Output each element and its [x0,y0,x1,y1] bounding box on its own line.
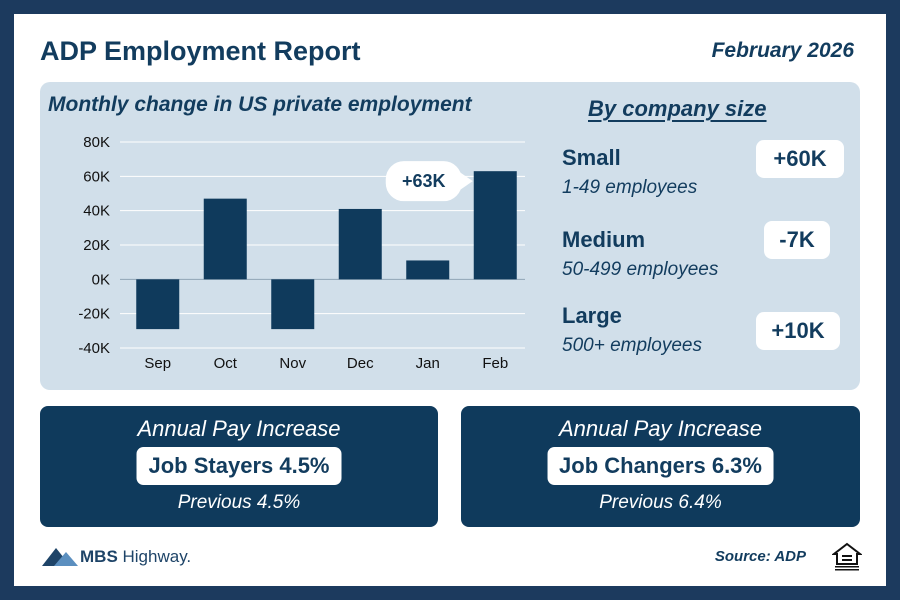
segment-medium-name: Medium [562,227,646,252]
y-tick-label: 40K [83,203,110,220]
x-tick-label: Dec [347,355,374,372]
pay-stayers-value: Job Stayers 4.5% [136,447,342,485]
segment-medium-desc: 50-499 employees [562,259,719,280]
x-tick-label: Oct [214,355,238,372]
segment-medium-value: -7K [764,221,830,259]
pay-stayers-heading: Annual Pay Increase [137,416,341,441]
y-tick-label: 60K [83,168,110,185]
pay-changers-value: Job Changers 6.3% [547,447,774,485]
bar [473,171,517,280]
logo-bold: MBS [80,547,118,566]
segment-large-desc: 500+ employees [562,335,702,356]
equal-housing-opportunity-icon [832,542,862,571]
x-tick-label: Jan [416,355,440,372]
report-date: February 2026 [711,39,854,62]
pay-stayers-previous: Previous 4.5% [177,492,301,513]
pay-changers-previous: Previous 6.4% [599,492,722,513]
pay-changers-card: Annual Pay Increase Job Changers 6.3% Pr… [461,406,860,527]
bar [136,279,180,330]
x-tick-label: Nov [279,355,306,372]
mbs-highway-logo-icon [42,548,78,566]
source-note: Source: ADP [714,548,806,565]
segment-small-name: Small [562,145,621,170]
bar [203,198,247,280]
chart-panel [40,82,860,390]
y-tick-label: -40K [78,340,110,357]
segment-small-value: +60K [756,140,844,178]
page-title: ADP Employment Report [40,36,361,66]
x-tick-label: Sep [144,355,171,372]
company-size-title: By company size [588,96,767,121]
callout-label: +63K [402,171,446,191]
y-tick-label: 20K [83,237,110,254]
pay-changers-heading: Annual Pay Increase [558,416,763,441]
segment-small-desc: 1-49 employees [562,177,698,198]
pay-stayers-card: Annual Pay Increase Job Stayers 4.5% Pre… [40,406,438,527]
y-tick-label: 0K [92,271,110,288]
y-tick-label: -20K [78,306,110,323]
y-tick-label: 80K [83,134,110,151]
mbs-highway-logo-text: MBS Highway. [80,547,191,567]
callout-bubble [385,161,462,202]
segment-large-value: +10K [756,312,840,350]
x-tick-label: Feb [482,355,508,372]
employment-bar-chart: 80K 60K 40K 20K 0K -20K -40K Sep Oct Nov Dec Jan Feb… [78,134,525,372]
bar [271,279,315,330]
bar [338,208,382,280]
callout-pointer [459,172,473,191]
bar [406,260,450,280]
logo-rest: Highway. [117,547,192,566]
segment-large-name: Large [562,303,622,328]
chart-title: Monthly change in US private employment [48,93,472,116]
